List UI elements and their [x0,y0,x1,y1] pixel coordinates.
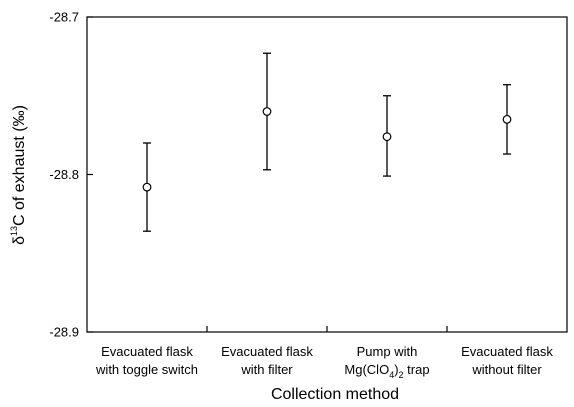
x-tick-label-line1: Evacuated flask [101,344,193,359]
x-tick-label-line1: Evacuated flask [221,344,313,359]
x-tick-label-line1: Pump with [357,344,418,359]
x-tick-label-part: Mg(ClO [344,362,389,377]
data-point [142,182,152,192]
y-axis-title: δ13C of exhaust (‰) [9,105,28,245]
x-tick-label-part: trap [404,362,430,377]
y-tick-label: -28.7 [49,10,79,25]
x-tick-label-line1: Evacuated flask [461,344,553,359]
y-axis: -28.7 -28.8 -28.9 [49,10,93,340]
plot-frame [86,16,568,333]
x-tick-label-line2: with filter [240,362,293,377]
x-tick-label-part: ) [394,362,398,377]
data-point [382,132,392,142]
y-axis-title-superscript: 13 [9,226,19,236]
data-series [142,52,512,232]
x-tick-label-subscript: 4 [389,370,394,380]
x-tick-label-line2: without filter [471,362,542,377]
x-axis: Evacuated flask with toggle switch Evacuat… [95,326,553,380]
y-tick-label: -28.8 [49,167,79,182]
x-axis-title: Collection method [271,386,399,403]
x-tick-label-subscript: 2 [399,370,404,380]
y-axis-title-delta: δ [11,236,28,245]
data-point [262,107,272,116]
plot-border [86,16,568,333]
x-tick-label-line2: with toggle switch [95,362,198,377]
x-tick-label-line2: Mg(ClO4)2 trap [344,362,429,380]
data-point [502,114,512,124]
y-axis-title-rest: C of exhaust (‰) [11,105,28,226]
y-tick-label: -28.9 [49,325,79,340]
